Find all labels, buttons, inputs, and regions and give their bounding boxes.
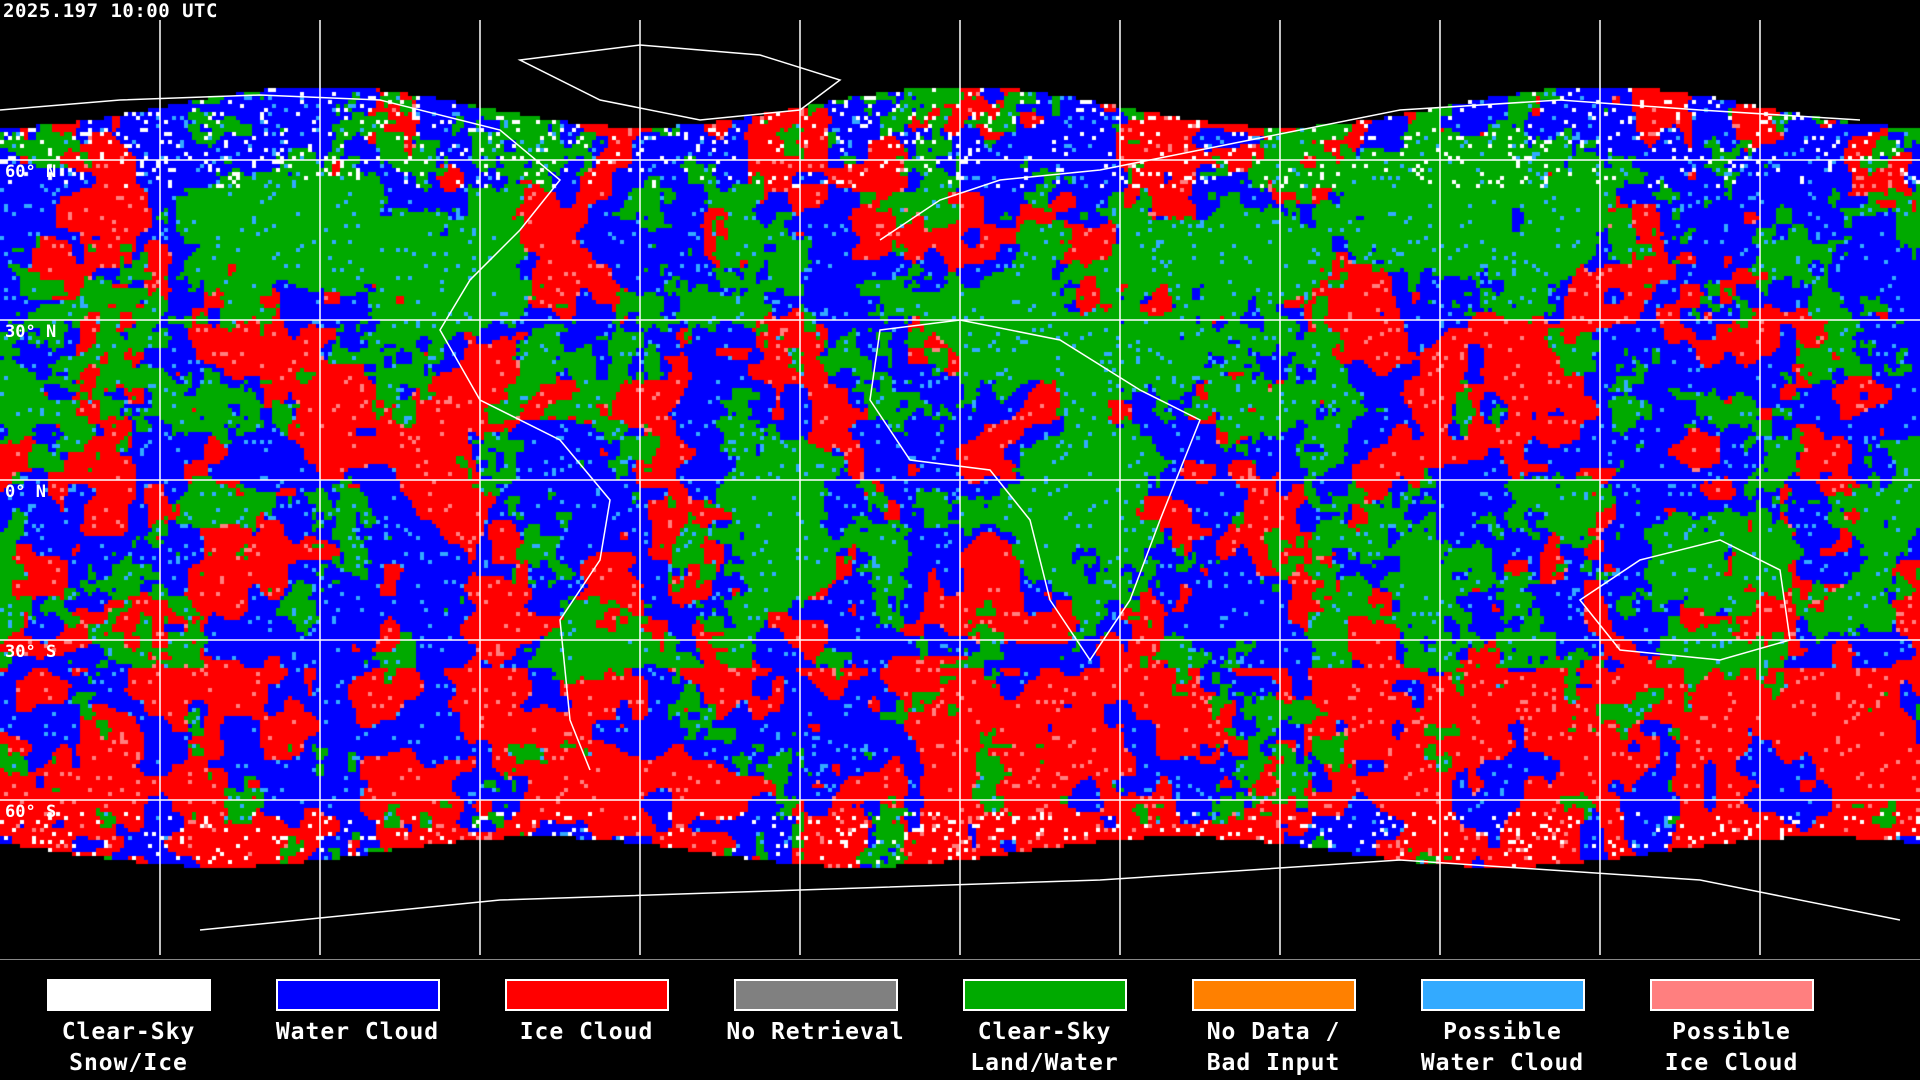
- legend-item-possible-water-cloud: Possible Water Cloud: [1388, 979, 1617, 1079]
- legend-swatch: [733, 979, 898, 1011]
- legend-label: No Data / Bad Input: [1206, 1019, 1341, 1076]
- legend-label: Clear-Sky Land/Water: [970, 1019, 1119, 1076]
- legend-swatch: [46, 979, 211, 1011]
- legend-swatch: [1191, 979, 1356, 1011]
- legend-item-ice-cloud: Ice Cloud: [472, 979, 701, 1048]
- legend: Clear-Sky Snow/Ice Water Cloud Ice Cloud …: [0, 960, 1920, 1080]
- legend-label: Clear-Sky Snow/Ice: [61, 1019, 196, 1076]
- legend-item-water-cloud: Water Cloud: [243, 979, 472, 1048]
- lat-label-0n: 0° N: [5, 482, 46, 502]
- legend-swatch: [275, 979, 440, 1011]
- coastline: [869, 319, 1201, 662]
- coastline: [879, 99, 1861, 241]
- coastline: [0, 94, 611, 771]
- legend-item-clear-sky-land-water: Clear-Sky Land/Water: [930, 979, 1159, 1079]
- cloud-phase-map: 2025.197 10:00 UTC 60° N 30° N 0° N 30° …: [0, 0, 1920, 960]
- legend-item-possible-ice-cloud: Possible Ice Cloud: [1617, 979, 1846, 1079]
- legend-item-no-data: No Data / Bad Input: [1159, 979, 1388, 1079]
- coastline: [199, 859, 1901, 931]
- timestamp: 2025.197 10:00 UTC: [3, 0, 218, 22]
- lat-label-60s: 60° S: [5, 802, 57, 822]
- legend-swatch: [504, 979, 669, 1011]
- lat-label-30n: 30° N: [5, 322, 57, 342]
- legend-label: No Retrieval: [726, 1019, 905, 1045]
- legend-label: Possible Ice Cloud: [1664, 1019, 1799, 1076]
- legend-swatch: [1649, 979, 1814, 1011]
- lat-label-60n: 60° N: [5, 162, 57, 182]
- legend-item-no-retrieval: No Retrieval: [701, 979, 930, 1048]
- coastline: [1578, 539, 1791, 661]
- legend-swatch: [1420, 979, 1585, 1011]
- legend-swatch: [962, 979, 1127, 1011]
- map-border: [0, 959, 1920, 960]
- legend-item-clear-sky-snow-ice: Clear-Sky Snow/Ice: [14, 979, 243, 1079]
- lat-lon-grid: [0, 20, 1920, 955]
- legend-label: Ice Cloud: [519, 1019, 654, 1045]
- legend-label: Water Cloud: [275, 1019, 440, 1045]
- lat-label-30s: 30° S: [5, 642, 57, 662]
- coastline: [517, 44, 842, 121]
- legend-label: Possible Water Cloud: [1420, 1019, 1585, 1076]
